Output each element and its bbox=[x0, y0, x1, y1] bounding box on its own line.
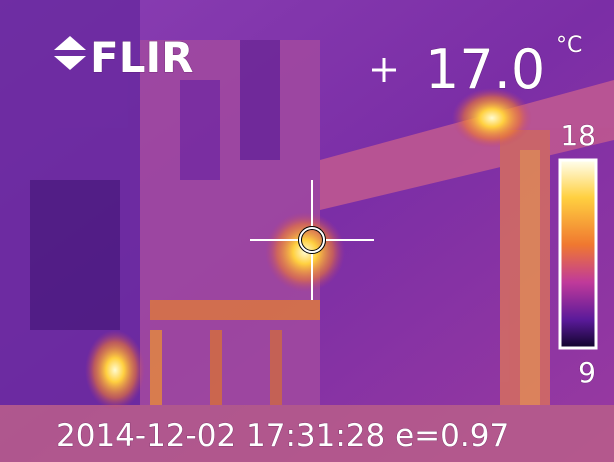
scale-max: 18 bbox=[560, 119, 596, 152]
color-scale bbox=[560, 160, 596, 348]
page: FLIR 17.0 °C 18 9 2014-12-02 17:31:28 e=… bbox=[0, 0, 614, 462]
hot-spot bbox=[85, 330, 145, 410]
scale-min: 9 bbox=[578, 356, 596, 389]
footer: 2014-12-02 17:31:28 e=0.97 bbox=[56, 418, 509, 454]
unit: °C bbox=[556, 33, 582, 58]
brand: FLIR bbox=[90, 33, 193, 82]
thermal-view: FLIR 17.0 °C 18 9 2014-12-02 17:31:28 e=… bbox=[0, 0, 614, 462]
spot-temperature: 17.0 bbox=[425, 38, 545, 101]
